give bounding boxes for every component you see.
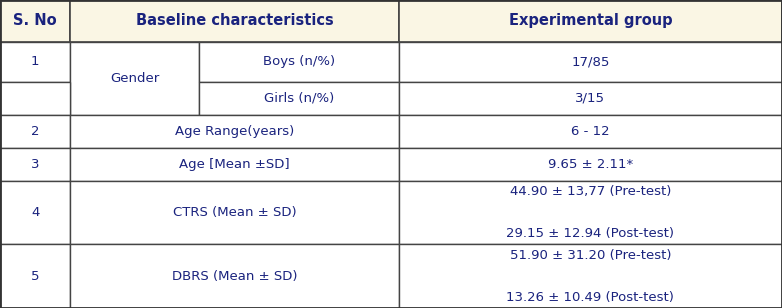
Bar (399, 42, 782, 82)
Text: 17/85: 17/85 (571, 55, 610, 68)
Bar (70, 42, 199, 115)
Bar (199, 82, 399, 115)
Text: 4: 4 (31, 206, 39, 219)
Text: Age Range(years): Age Range(years) (175, 125, 294, 138)
Bar (70, 115, 399, 148)
Text: DBRS (Mean ± SD): DBRS (Mean ± SD) (172, 270, 297, 283)
Text: 5: 5 (31, 270, 39, 283)
Bar (0, 181, 70, 244)
Bar (0, 82, 70, 115)
Bar (399, 244, 782, 308)
Text: CTRS (Mean ± SD): CTRS (Mean ± SD) (173, 206, 296, 219)
Text: Experimental group: Experimental group (508, 13, 673, 28)
Text: 1: 1 (31, 55, 39, 68)
Bar (399, 0, 782, 42)
Text: Girls (n/%): Girls (n/%) (264, 91, 334, 105)
Bar (70, 0, 399, 42)
Bar (70, 181, 399, 244)
Bar (0, 148, 70, 181)
Bar (0, 42, 70, 82)
Text: 3: 3 (31, 158, 39, 171)
Bar (0, 0, 70, 42)
Bar (70, 244, 399, 308)
Text: 9.65 ± 2.11*: 9.65 ± 2.11* (547, 158, 633, 171)
Bar (399, 82, 782, 115)
Text: 44.90 ± 13,77 (Pre-test)

29.15 ± 12.94 (Post-test): 44.90 ± 13,77 (Pre-test) 29.15 ± 12.94 (… (507, 185, 674, 240)
Bar (0, 0, 782, 42)
Bar (70, 148, 399, 181)
Bar (199, 42, 399, 82)
Bar (399, 181, 782, 244)
Text: Age [Mean ±SD]: Age [Mean ±SD] (179, 158, 290, 171)
Text: 2: 2 (31, 125, 39, 138)
Text: S. No: S. No (13, 13, 57, 28)
Bar (0, 244, 70, 308)
Text: 51.90 ± 31.20 (Pre-test)

13.26 ± 10.49 (Post-test): 51.90 ± 31.20 (Pre-test) 13.26 ± 10.49 (… (507, 249, 674, 304)
Bar (399, 148, 782, 181)
Bar (399, 115, 782, 148)
Text: Gender: Gender (110, 71, 160, 85)
Bar (0, 115, 70, 148)
Text: Baseline characteristics: Baseline characteristics (136, 13, 333, 28)
Text: Boys (n/%): Boys (n/%) (263, 55, 335, 68)
Text: 6 - 12: 6 - 12 (571, 125, 610, 138)
Text: 3/15: 3/15 (576, 91, 605, 105)
